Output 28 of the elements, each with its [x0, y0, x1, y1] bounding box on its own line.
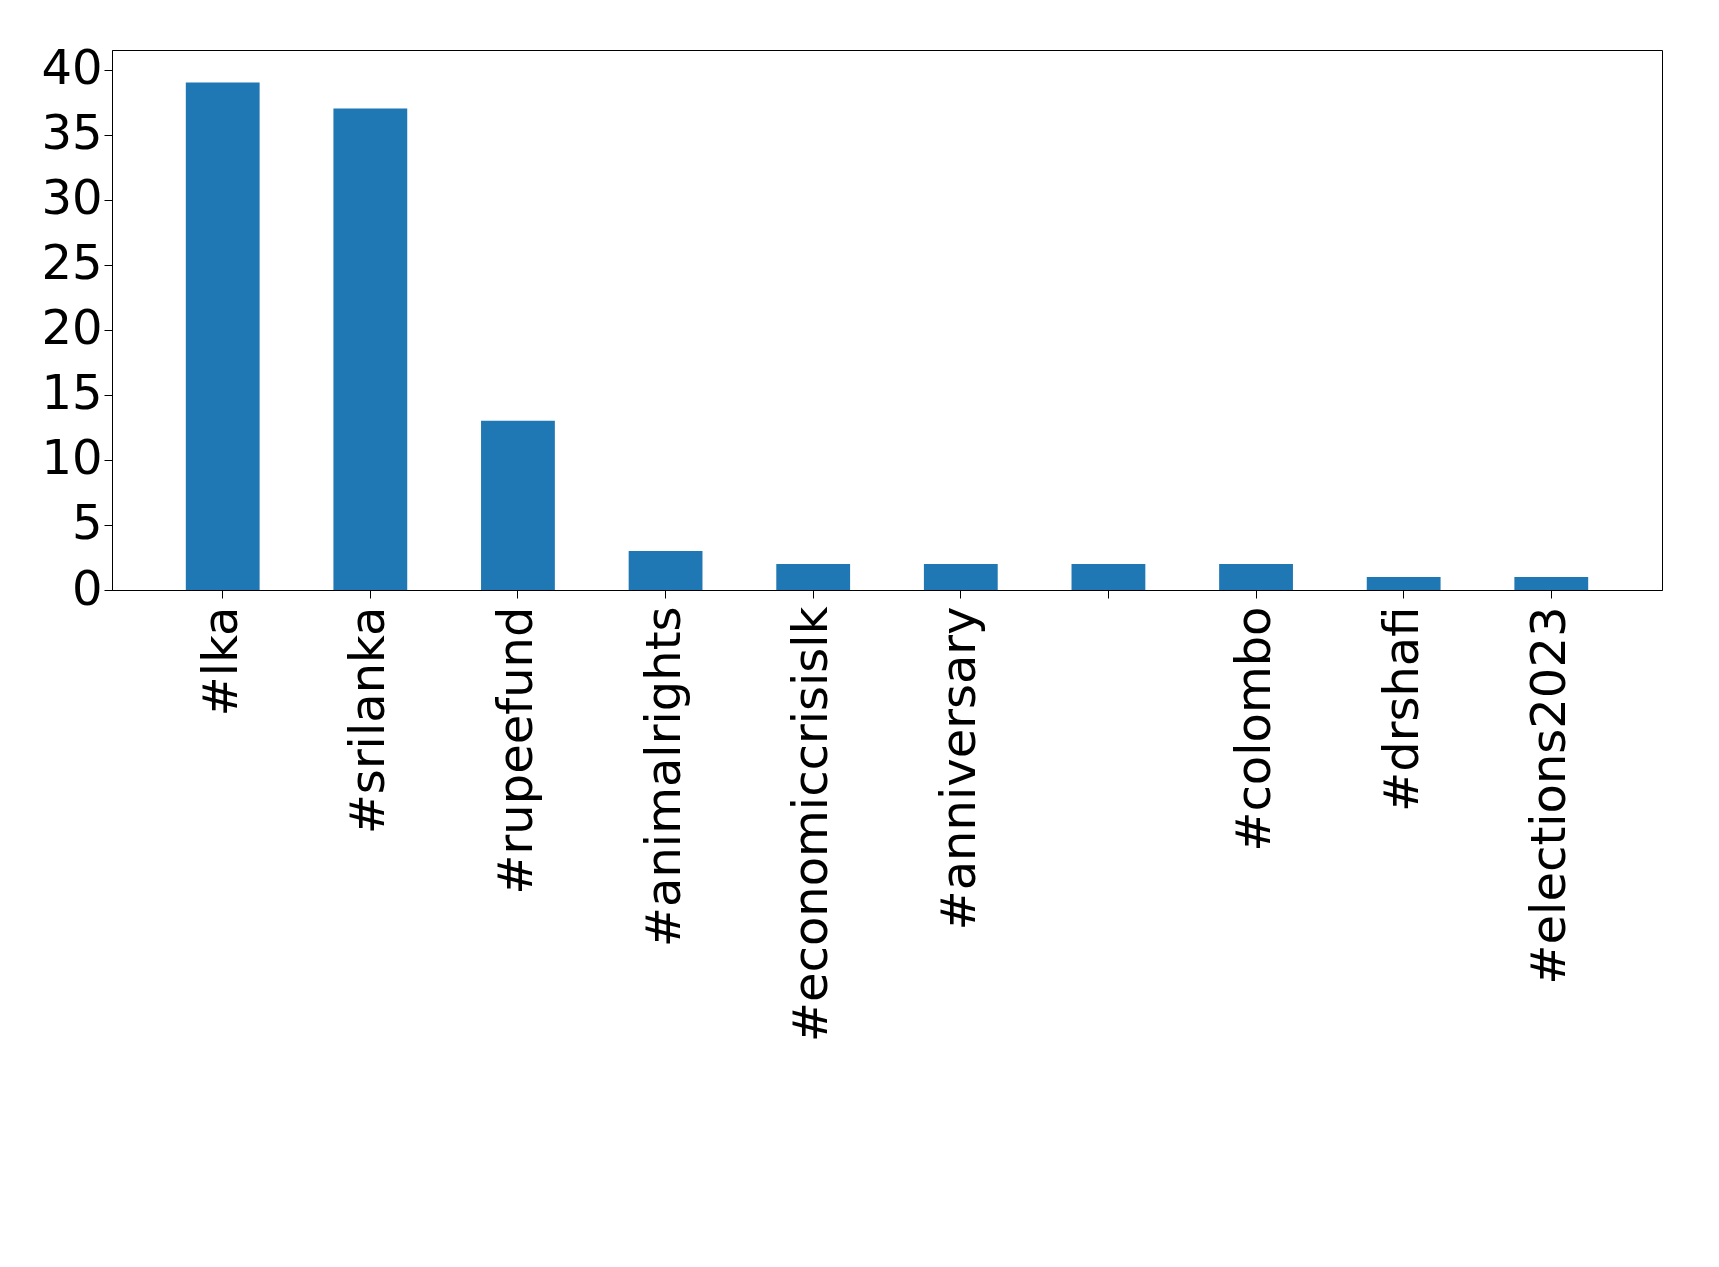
x-tick-label: #lka	[191, 606, 248, 717]
bar	[776, 563, 851, 590]
y-tick-label: 40	[41, 39, 103, 96]
x-tick-label: #elections2023	[1520, 606, 1577, 985]
y-tick-label: 30	[41, 169, 103, 226]
y-tick-label: 35	[41, 104, 103, 161]
x-tick-label: #colombo	[1225, 606, 1282, 852]
y-tick-label: 5	[71, 494, 103, 551]
y-tick-label: 15	[41, 364, 103, 421]
x-tick-label: #rupeefund	[486, 606, 543, 895]
bar	[1514, 576, 1589, 590]
bar	[628, 550, 703, 590]
x-tick-label: #srilanka	[339, 606, 396, 835]
bar	[481, 420, 555, 590]
x-tick-label: #drshafi	[1372, 606, 1429, 812]
x-tick-label: #animalrights	[634, 606, 691, 948]
x-tick-label: #anniversary	[929, 606, 986, 931]
bar	[1366, 576, 1441, 590]
bar	[333, 108, 408, 590]
y-tick-label: 25	[41, 234, 103, 291]
bar	[1219, 563, 1293, 590]
y-tick-label: 20	[41, 299, 103, 356]
bar	[923, 563, 998, 590]
y-tick-label: 0	[71, 559, 103, 616]
bar	[1071, 563, 1146, 590]
y-tick-label: 10	[41, 429, 103, 486]
bar	[185, 82, 260, 590]
x-tick-label: #economiccrisislk	[782, 606, 839, 1043]
